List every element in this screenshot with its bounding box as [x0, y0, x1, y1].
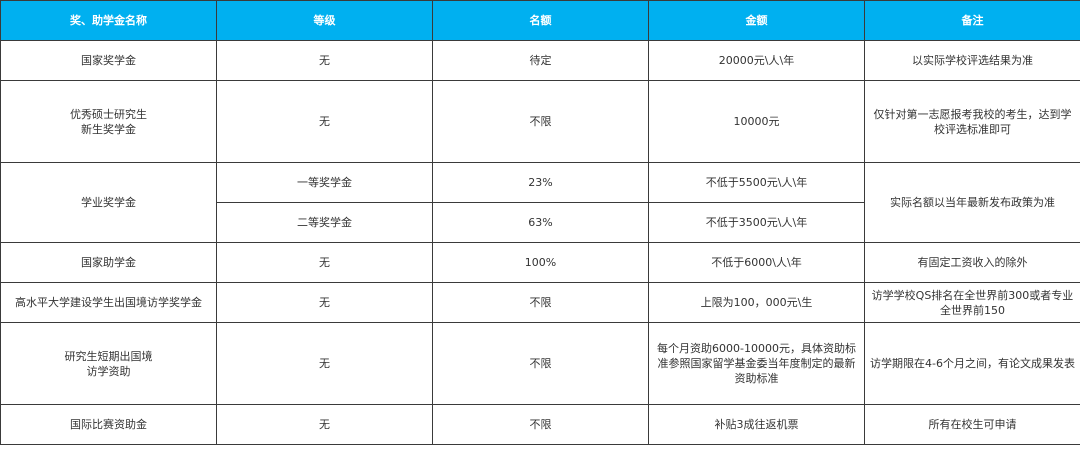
scholarship-table: 奖、助学金名称 等级 名额 金额 备注 国家奖学金 无 待定 20000元\人\… [0, 0, 1080, 445]
cell-quota: 不限 [432, 322, 649, 405]
name-line-1: 研究生短期出国境 [64, 349, 153, 363]
cell-quota: 不限 [432, 282, 649, 323]
cell-amount: 不低于6000\人\年 [648, 242, 865, 283]
cell-level: 无 [216, 80, 433, 163]
cell-name: 研究生短期出国境 访学资助 [0, 322, 217, 405]
cell-amount: 上限为100，000元\生 [648, 282, 865, 323]
cell-name: 高水平大学建设学生出国境访学奖学金 [0, 282, 217, 323]
name-line-2: 访学资助 [86, 364, 131, 378]
cell-name: 优秀硕士研究生 新生奖学金 [0, 80, 217, 163]
header-note: 备注 [864, 0, 1080, 41]
cell-amount: 20000元\人\年 [648, 40, 865, 81]
table-row: 国际比赛资助金 无 不限 补贴3成往返机票 所有在校生可申请 [0, 404, 1080, 445]
cell-note: 有固定工资收入的除外 [864, 242, 1080, 283]
cell-amount: 补贴3成往返机票 [648, 404, 865, 445]
header-row: 奖、助学金名称 等级 名额 金额 备注 [0, 0, 1080, 41]
header-name: 奖、助学金名称 [0, 0, 217, 41]
header-amount: 金额 [648, 0, 865, 41]
cell-level: 无 [216, 242, 433, 283]
cell-level: 无 [216, 282, 433, 323]
table-row: 二等奖学金 63% 不低于3500元\人\年 [1, 202, 1080, 243]
header-quota: 名额 [432, 0, 649, 41]
cell-level: 二等奖学金 [216, 202, 433, 243]
table-row: 优秀硕士研究生 新生奖学金 无 不限 10000元 仅针对第一志愿报考我校的考生，… [0, 80, 1080, 163]
cell-note: 访学学校QS排名在全世界前300或者专业全世界前150 [864, 282, 1080, 323]
cell-note: 以实际学校评选结果为准 [864, 40, 1080, 81]
cell-note: 仅针对第一志愿报考我校的考生，达到学校评选标准即可 [864, 80, 1080, 163]
cell-name: 国际比赛资助金 [0, 404, 217, 445]
cell-quota: 待定 [432, 40, 649, 81]
table-row: 国家助学金 无 100% 不低于6000\人\年 有固定工资收入的除外 [0, 242, 1080, 283]
cell-name: 国家助学金 [0, 242, 217, 283]
cell-amount: 10000元 [648, 80, 865, 163]
cell-level: 无 [216, 40, 433, 81]
table-row: 研究生短期出国境 访学资助 无 不限 每个月资助6000-10000元，具体资助标… [0, 322, 1080, 405]
cell-quota: 100% [432, 242, 649, 283]
cell-level: 无 [216, 322, 433, 405]
cell-name: 国家奖学金 [0, 40, 217, 81]
cell-level: 无 [216, 404, 433, 445]
cell-quota: 63% [432, 202, 649, 243]
cell-note: 所有在校生可申请 [864, 404, 1080, 445]
cell-amount: 不低于3500元\人\年 [648, 202, 865, 243]
name-line-1: 优秀硕士研究生 [70, 107, 147, 121]
cell-note: 实际名额以当年最新发布政策为准 [864, 162, 1080, 243]
header-level: 等级 [216, 0, 433, 41]
table-row: 学业奖学金 一等奖学金 23% 不低于5500元\人\年 实际名额以当年最新发布… [0, 162, 1080, 243]
cell-amount: 每个月资助6000-10000元，具体资助标准参照国家留学基金委当年度制定的最新… [648, 322, 865, 405]
cell-level: 一等奖学金 [216, 162, 433, 203]
table-row: 高水平大学建设学生出国境访学奖学金 无 不限 上限为100，000元\生 访学学… [0, 282, 1080, 323]
cell-note: 访学期限在4-6个月之间，有论文成果发表 [864, 322, 1080, 405]
cell-quota: 不限 [432, 404, 649, 445]
cell-amount: 不低于5500元\人\年 [648, 162, 865, 203]
table-row: 国家奖学金 无 待定 20000元\人\年 以实际学校评选结果为准 [0, 40, 1080, 81]
cell-name: 学业奖学金 [0, 162, 217, 243]
cell-quota: 不限 [432, 80, 649, 163]
name-line-2: 新生奖学金 [81, 122, 136, 136]
cell-quota: 23% [432, 162, 649, 203]
